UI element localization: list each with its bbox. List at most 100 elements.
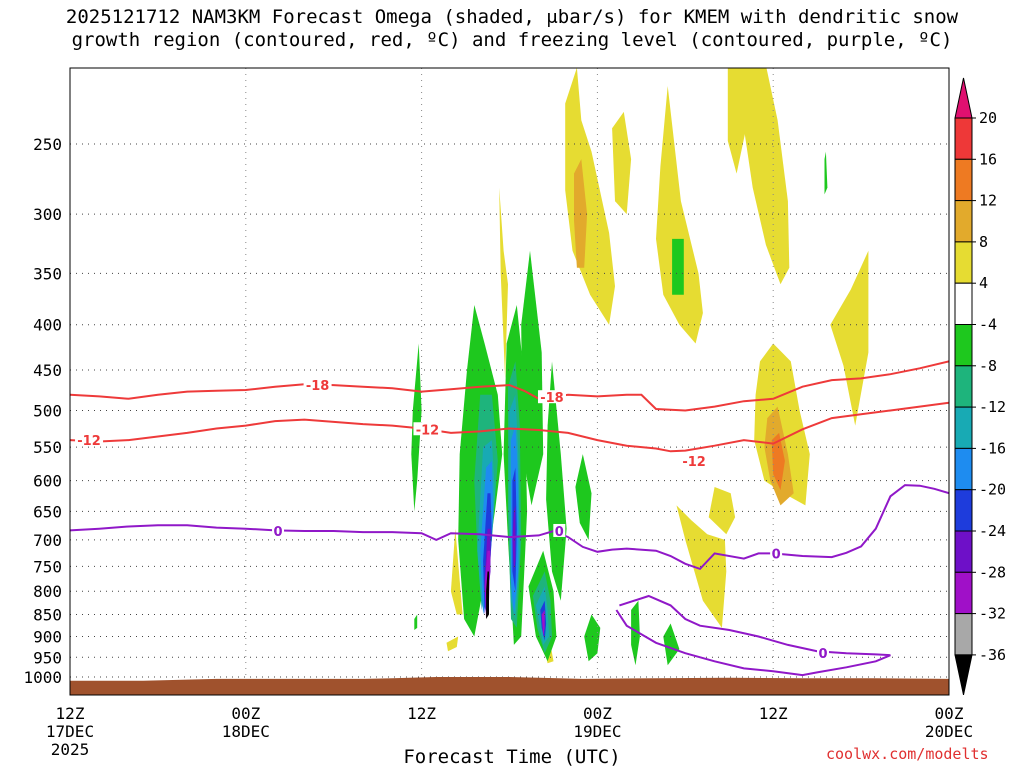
contour-label-bg--12 bbox=[680, 453, 709, 467]
colorbar-label-2: 12 bbox=[979, 192, 997, 210]
y-tick-650: 650 bbox=[33, 502, 62, 521]
colorbar-bin-4 bbox=[954, 241, 973, 284]
omega-region-pos4-7 bbox=[742, 68, 790, 285]
contour-labels: -18 -18 -12 -12 -12 0 0 0 0 bbox=[75, 378, 830, 662]
omega-region-pos12-10 bbox=[771, 432, 785, 491]
contour-0b bbox=[615, 594, 891, 677]
colorbar-bin-1 bbox=[954, 117, 973, 160]
omega-region-pos4-4 bbox=[612, 111, 632, 215]
y-tick-450: 450 bbox=[33, 361, 62, 380]
omega-shading bbox=[411, 68, 869, 666]
colorbar-bin-13 bbox=[954, 613, 973, 656]
chart-title: 2025121712 NAM3KM Forecast Omega (shaded… bbox=[0, 6, 1024, 52]
contour-label-bg--18 bbox=[537, 390, 566, 404]
colorbar-label-5: -4 bbox=[979, 316, 997, 334]
omega-region-pos4-0 bbox=[499, 187, 508, 379]
omega-region-neg36-26 bbox=[486, 571, 489, 619]
title-line-1: 2025121712 NAM3KM Forecast Omega (shaded… bbox=[65, 6, 959, 28]
omega-region-neg4-38 bbox=[575, 454, 592, 540]
colorbar-bin-6 bbox=[954, 324, 973, 367]
omega-region-neg4-43 bbox=[824, 151, 828, 195]
contour-label-bg-0 bbox=[770, 546, 783, 560]
contour-lines bbox=[70, 360, 949, 677]
y-tick-1000: 1000 bbox=[23, 668, 62, 687]
contour-label-bg--12 bbox=[75, 433, 104, 447]
colorbar-label-9: -20 bbox=[979, 481, 1006, 499]
omega-region-pos4-5 bbox=[656, 86, 703, 344]
x-tick-0-line-1: 17DEC bbox=[46, 722, 94, 741]
colorbar: 20 16 12 8 4 -4 -8 -12 -16 -20 -24 -28 -32 -36 bbox=[954, 77, 1006, 696]
x-tick-60-line-0: 00Z bbox=[935, 704, 964, 723]
contour-label-bg--18 bbox=[303, 378, 332, 392]
contour-label-0: 0 bbox=[274, 525, 283, 540]
terrain-ground bbox=[70, 677, 949, 695]
credit-text: coolwx.com/modelts bbox=[826, 745, 989, 763]
colorbar-label-1: 16 bbox=[979, 150, 997, 168]
colorbar-top-arrow bbox=[954, 77, 973, 119]
omega-region-neg28-37 bbox=[541, 610, 545, 637]
colorbar-label-10: -24 bbox=[979, 522, 1006, 540]
contour-label-bg--12 bbox=[413, 422, 442, 436]
x-tick-60-line-1: 20DEC bbox=[925, 722, 973, 741]
contour-label-bg-0 bbox=[272, 523, 285, 537]
x-tick-24-line-0: 12Z bbox=[407, 704, 436, 723]
contour-label--12: -12 bbox=[682, 455, 706, 470]
colorbar-bin-11 bbox=[954, 530, 973, 573]
omega-region-pos4-1 bbox=[446, 636, 459, 652]
omega-region-neg24-32 bbox=[512, 505, 516, 572]
omega-region-pos4-13 bbox=[830, 250, 869, 426]
contour-label-0: 0 bbox=[772, 547, 781, 562]
x-tick-0-line-0: 12Z bbox=[56, 704, 85, 723]
contour-0 bbox=[70, 484, 949, 571]
omega-region-pos4-6 bbox=[727, 68, 747, 174]
omega-region-pos4-12 bbox=[708, 487, 736, 535]
y-tick-800: 800 bbox=[33, 582, 62, 601]
colorbar-label-4: 4 bbox=[979, 274, 988, 292]
colorbar-label-12: -32 bbox=[979, 605, 1006, 623]
omega-region-neg4-39 bbox=[584, 614, 601, 662]
y-tick-950: 950 bbox=[33, 648, 62, 667]
contour--12 bbox=[70, 401, 949, 453]
contour-label-bg-0 bbox=[553, 523, 566, 537]
contour-label--12: -12 bbox=[416, 423, 440, 438]
x-tick-12-line-0: 00Z bbox=[231, 704, 260, 723]
y-tick-550: 550 bbox=[33, 438, 62, 457]
contour-label-0: 0 bbox=[555, 525, 564, 540]
omega-region-neg4-40 bbox=[631, 600, 640, 666]
contour--18 bbox=[70, 360, 949, 412]
colorbar-bin-3 bbox=[954, 200, 973, 243]
colorbar-label-8: -16 bbox=[979, 439, 1006, 457]
colorbar-label-11: -28 bbox=[979, 563, 1006, 581]
colorbar-bin-9 bbox=[954, 447, 973, 491]
x-tick-48-line-0: 12Z bbox=[759, 704, 788, 723]
y-tick-600: 600 bbox=[33, 472, 62, 491]
y-tick-700: 700 bbox=[33, 531, 62, 550]
colorbar-bin-7 bbox=[954, 365, 973, 408]
colorbar-label-3: 8 bbox=[979, 233, 988, 251]
omega-region-neg4-41 bbox=[663, 623, 680, 666]
x-tick-0-line-2: 2025 bbox=[51, 740, 90, 759]
colorbar-label-6: -8 bbox=[979, 357, 997, 375]
contour-label--18: -18 bbox=[540, 391, 564, 406]
x-tick-36-line-0: 00Z bbox=[583, 704, 612, 723]
y-tick-250: 250 bbox=[33, 135, 62, 154]
y-tick-750: 750 bbox=[33, 557, 62, 576]
contour-label-0b: 0 bbox=[818, 647, 827, 662]
y-tick-400: 400 bbox=[33, 316, 62, 335]
x-tick-36-line-1: 19DEC bbox=[573, 722, 621, 741]
title-line-2: growth region (contoured, red, ºC) and f… bbox=[71, 29, 953, 51]
omega-region-pos4-14 bbox=[450, 528, 463, 615]
y-tick-900: 900 bbox=[33, 627, 62, 646]
y-tick-500: 500 bbox=[33, 402, 62, 421]
omega-region-neg4-44 bbox=[414, 614, 418, 630]
colorbar-label-0: 20 bbox=[979, 109, 997, 127]
y-tick-850: 850 bbox=[33, 606, 62, 625]
plot-frame bbox=[69, 67, 950, 696]
omega-region-neg4-42 bbox=[672, 238, 684, 295]
y-tick-350: 350 bbox=[33, 264, 62, 283]
contour-label--18: -18 bbox=[306, 379, 330, 394]
x-axis-label: Forecast Time (UTC) bbox=[403, 746, 621, 768]
colorbar-bin-10 bbox=[954, 489, 973, 532]
